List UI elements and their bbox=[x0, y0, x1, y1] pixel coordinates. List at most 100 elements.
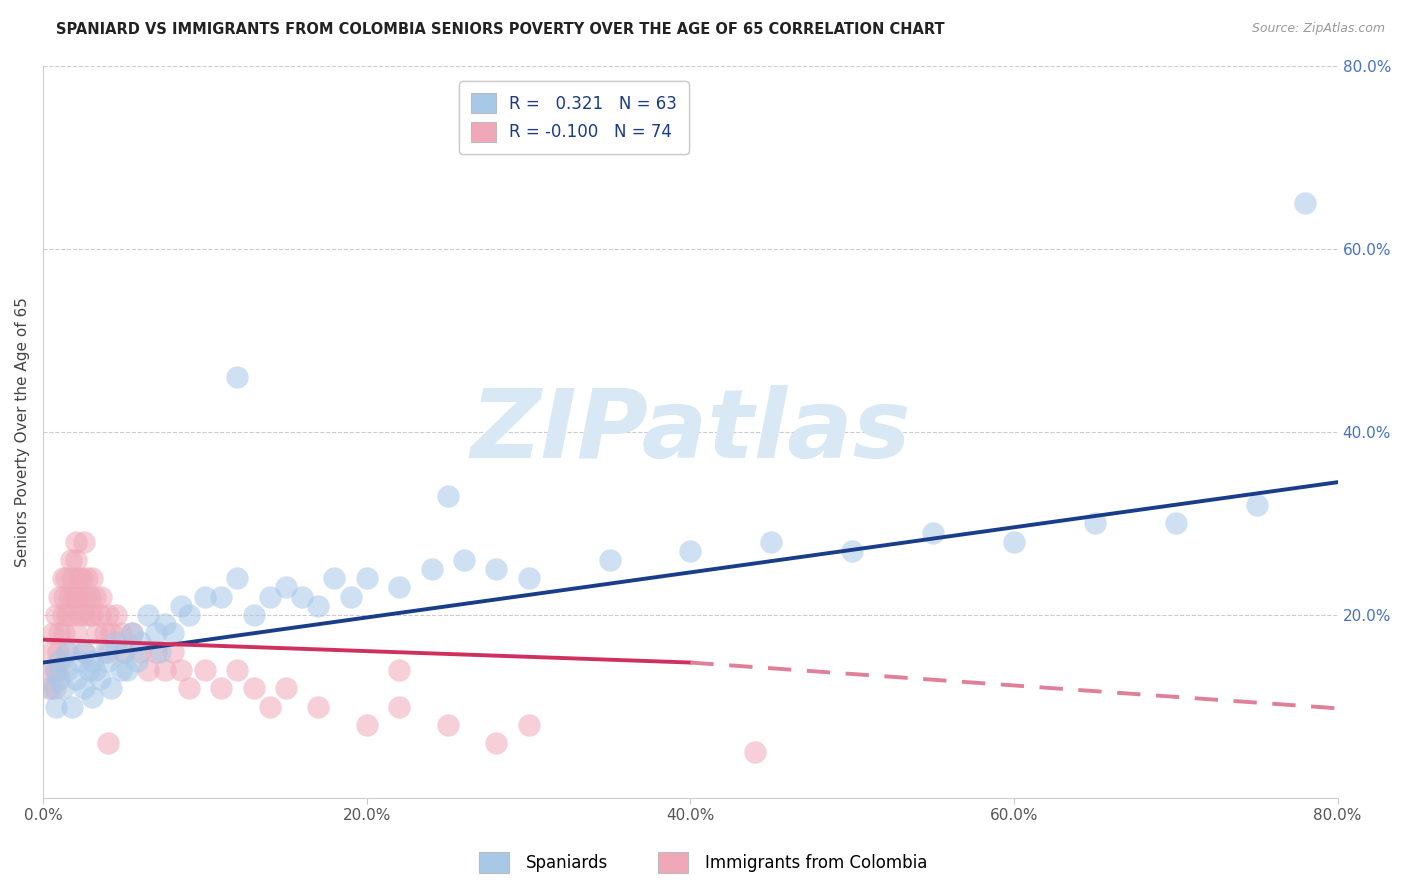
Point bbox=[420, 562, 443, 576]
Point bbox=[117, 663, 139, 677]
Point bbox=[112, 644, 135, 658]
Point bbox=[72, 644, 94, 658]
Point bbox=[145, 626, 167, 640]
Point bbox=[149, 644, 172, 658]
Point bbox=[121, 626, 143, 640]
Point bbox=[1002, 534, 1025, 549]
Point bbox=[46, 644, 69, 658]
Point bbox=[63, 590, 86, 604]
Point bbox=[44, 681, 66, 696]
Point bbox=[1294, 196, 1316, 211]
Point bbox=[162, 644, 184, 658]
Point bbox=[194, 663, 217, 677]
Point bbox=[58, 590, 80, 604]
Point bbox=[93, 644, 115, 658]
Legend: R =   0.321   N = 63, R = -0.100   N = 74: R = 0.321 N = 63, R = -0.100 N = 74 bbox=[460, 81, 689, 153]
Point bbox=[97, 654, 120, 668]
Text: SPANIARD VS IMMIGRANTS FROM COLOMBIA SENIORS POVERTY OVER THE AGE OF 65 CORRELAT: SPANIARD VS IMMIGRANTS FROM COLOMBIA SEN… bbox=[56, 22, 945, 37]
Point bbox=[45, 663, 67, 677]
Point bbox=[42, 626, 65, 640]
Point bbox=[72, 534, 94, 549]
Point bbox=[97, 607, 120, 622]
Point bbox=[1084, 516, 1107, 531]
Point bbox=[39, 644, 62, 658]
Point bbox=[93, 626, 115, 640]
Point bbox=[138, 663, 160, 677]
Point bbox=[77, 663, 100, 677]
Point bbox=[274, 681, 297, 696]
Point bbox=[485, 736, 508, 750]
Point bbox=[48, 663, 70, 677]
Point bbox=[679, 544, 702, 558]
Point bbox=[145, 644, 167, 658]
Point bbox=[436, 718, 458, 732]
Point bbox=[129, 644, 152, 658]
Point bbox=[388, 581, 411, 595]
Point bbox=[436, 489, 458, 503]
Point bbox=[517, 718, 540, 732]
Point bbox=[80, 607, 103, 622]
Point bbox=[97, 736, 120, 750]
Point bbox=[125, 654, 148, 668]
Point bbox=[177, 607, 200, 622]
Point bbox=[209, 590, 232, 604]
Point bbox=[517, 571, 540, 585]
Point bbox=[599, 553, 621, 567]
Text: ZIPatlas: ZIPatlas bbox=[470, 385, 911, 478]
Point bbox=[80, 654, 103, 668]
Point bbox=[226, 370, 249, 384]
Point bbox=[744, 745, 766, 759]
Point bbox=[65, 553, 87, 567]
Point bbox=[79, 590, 101, 604]
Point bbox=[274, 581, 297, 595]
Point bbox=[53, 590, 76, 604]
Point bbox=[226, 663, 249, 677]
Point bbox=[80, 571, 103, 585]
Point bbox=[53, 626, 76, 640]
Point bbox=[60, 571, 83, 585]
Point bbox=[60, 607, 83, 622]
Point bbox=[1246, 498, 1268, 512]
Point bbox=[242, 681, 264, 696]
Point bbox=[76, 571, 98, 585]
Point bbox=[112, 644, 135, 658]
Point bbox=[100, 681, 122, 696]
Point bbox=[177, 681, 200, 696]
Point bbox=[77, 607, 100, 622]
Point bbox=[100, 626, 122, 640]
Point bbox=[80, 690, 103, 705]
Point bbox=[89, 607, 111, 622]
Point bbox=[121, 626, 143, 640]
Point bbox=[105, 635, 128, 649]
Point bbox=[70, 571, 93, 585]
Point bbox=[323, 571, 346, 585]
Point bbox=[65, 534, 87, 549]
Point bbox=[922, 525, 945, 540]
Point bbox=[97, 644, 120, 658]
Point bbox=[84, 663, 107, 677]
Point bbox=[1164, 516, 1187, 531]
Point bbox=[45, 607, 67, 622]
Point bbox=[138, 607, 160, 622]
Point bbox=[52, 681, 75, 696]
Point bbox=[48, 654, 70, 668]
Point bbox=[55, 571, 77, 585]
Point bbox=[75, 590, 97, 604]
Point bbox=[52, 607, 75, 622]
Point bbox=[89, 672, 111, 686]
Point bbox=[60, 699, 83, 714]
Point bbox=[307, 699, 329, 714]
Point bbox=[170, 599, 193, 613]
Point bbox=[69, 590, 91, 604]
Point bbox=[39, 663, 62, 677]
Point bbox=[48, 626, 70, 640]
Point bbox=[56, 644, 79, 658]
Point bbox=[356, 718, 378, 732]
Point bbox=[110, 663, 132, 677]
Legend: Spaniards, Immigrants from Colombia: Spaniards, Immigrants from Colombia bbox=[472, 846, 934, 880]
Point bbox=[67, 654, 90, 668]
Point bbox=[56, 607, 79, 622]
Point bbox=[162, 626, 184, 640]
Point bbox=[110, 626, 132, 640]
Point bbox=[48, 672, 70, 686]
